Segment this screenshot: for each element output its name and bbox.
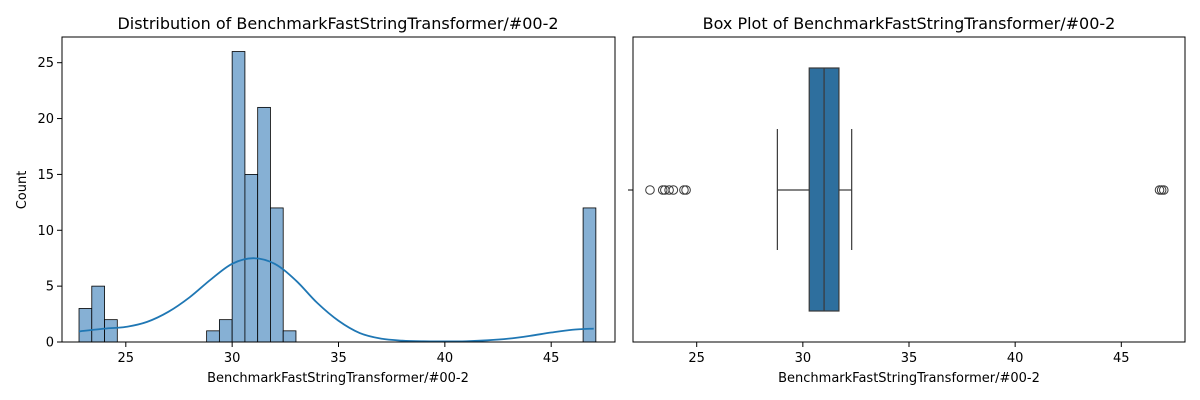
histogram-bar: [206, 330, 220, 343]
outlier-point: [1158, 185, 1169, 195]
histogram-y-axis-label: Count: [15, 171, 30, 210]
histogram-x-tick-label: 30: [224, 351, 241, 366]
boxplot-title: Box Plot of BenchmarkFastStringTransform…: [703, 14, 1116, 33]
histogram-x-tick-label: 35: [330, 351, 347, 366]
boxplot-x-ticks: 25 30 35 40 45: [688, 342, 1130, 366]
outlier-point: [668, 185, 679, 195]
histogram-x-tick-label: 25: [118, 351, 135, 366]
histogram-bar: [91, 285, 105, 343]
boxplot-x-tick-label: 25: [688, 351, 705, 366]
histogram-bar: [270, 207, 284, 343]
boxplot-x-axis-label: BenchmarkFastStringTransformer/#00-2: [778, 371, 1040, 386]
outlier-point: [645, 185, 655, 195]
histogram-bar: [231, 51, 246, 343]
histogram-bar: [104, 319, 118, 343]
boxplot-marks: [645, 67, 1169, 312]
boxplot-x-tick-label: 40: [1007, 351, 1024, 366]
histogram-x-tick-label: 45: [543, 351, 560, 366]
histogram-y-tick-label: 15: [37, 168, 54, 183]
histogram-bar: [78, 308, 93, 343]
outlier-point: [664, 185, 674, 195]
histogram-y-ticks: 0 5 10 15 20 25: [37, 56, 62, 351]
histogram-bars: [78, 51, 597, 343]
histogram-y-tick-label: 5: [46, 280, 54, 295]
boxplot-x-tick-label: 35: [901, 351, 918, 366]
histogram-title: Distribution of BenchmarkFastStringTrans…: [117, 14, 558, 33]
histogram-y-tick-label: 25: [37, 56, 54, 71]
histogram-x-tick-label: 40: [437, 351, 454, 366]
boxplot-x-tick-label: 30: [795, 351, 812, 366]
boxplot-panel: Box Plot of BenchmarkFastStringTransform…: [628, 14, 1186, 386]
kde-curve: [78, 257, 594, 343]
histogram-x-axis-label: BenchmarkFastStringTransformer/#00-2: [207, 371, 469, 386]
histogram-bar: [582, 207, 597, 343]
histogram-x-ticks: 25 30 35 40 45: [118, 342, 560, 366]
histogram-panel: Distribution of BenchmarkFastStringTrans…: [15, 14, 616, 386]
boxplot-axes-frame: [632, 36, 1186, 343]
histogram-y-tick-label: 10: [37, 224, 54, 239]
outlier-point: [681, 185, 691, 195]
histogram-bar: [218, 319, 233, 343]
outlier-point: [1156, 185, 1167, 195]
outlier-point: [679, 185, 689, 195]
histogram-axes-frame: [61, 36, 616, 343]
histogram-bar: [282, 330, 297, 343]
histogram-bar: [257, 106, 271, 343]
histogram-y-tick-label: 0: [46, 336, 54, 351]
boxplot-x-tick-label: 45: [1113, 351, 1130, 366]
histogram-y-tick-label: 20: [37, 112, 54, 127]
